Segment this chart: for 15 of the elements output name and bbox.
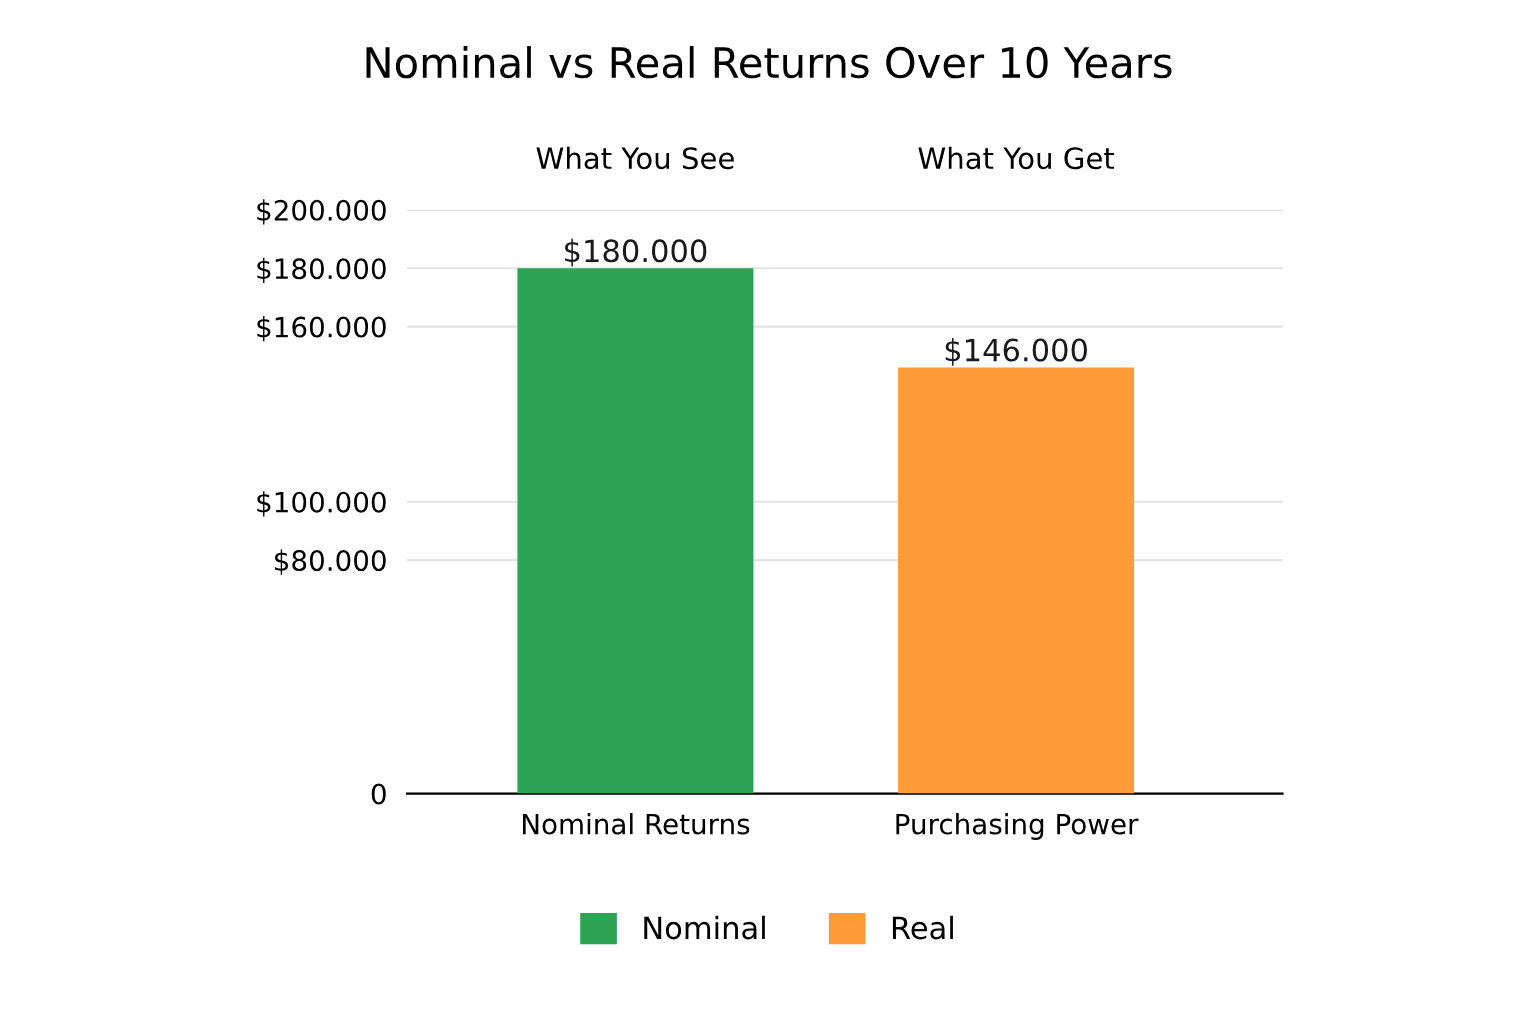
legend-label: Real bbox=[892, 915, 953, 940]
legend-label: Nominal bbox=[644, 915, 765, 940]
chart-title: Nominal vs Real Returns Over 10 Years bbox=[366, 46, 1172, 79]
y-tick-label: $100.000 bbox=[257, 491, 386, 517]
y-tick-label: $160.000 bbox=[257, 316, 386, 342]
text: What You See bbox=[536, 146, 734, 170]
x-tick-label: Nominal Returns bbox=[522, 813, 750, 835]
text: What You Get bbox=[918, 146, 1115, 170]
y-tick-label: 0 bbox=[371, 783, 386, 805]
y-tick-label: $200.000 bbox=[257, 199, 386, 225]
y-tick-label: $180.000 bbox=[257, 257, 386, 283]
x-tick-label: Purchasing Power bbox=[896, 813, 1139, 840]
y-tick-label: $80.000 bbox=[275, 549, 386, 575]
text: $146.000 bbox=[945, 337, 1087, 366]
text: $180.000 bbox=[565, 238, 707, 267]
